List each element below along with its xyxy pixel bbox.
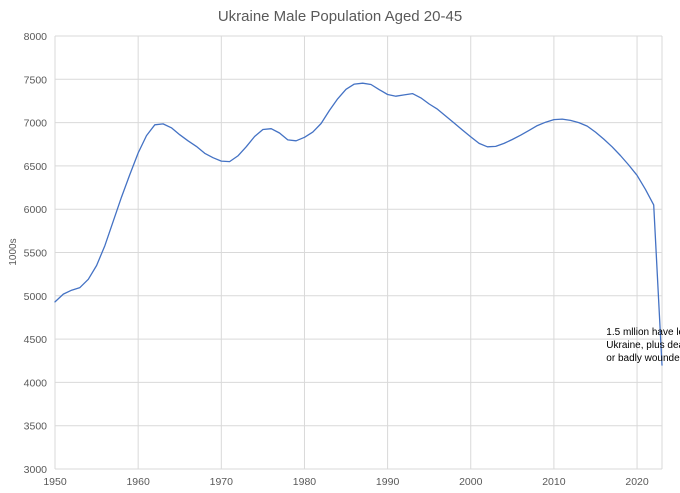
x-tick-label: 1980	[293, 476, 317, 488]
y-axis-title: 1000s	[8, 238, 19, 265]
x-tick-label: 2020	[625, 476, 649, 488]
annotation: 1.5 mllion have leftUkraine, plus deador…	[606, 327, 680, 364]
x-axis-tick-labels: 1950 1960 1970 1980 1990 2000 2010 2020	[43, 476, 649, 488]
x-tick-label: 1960	[126, 476, 150, 488]
x-tick-label: 1950	[43, 476, 67, 488]
x-tick-label: 2000	[459, 476, 483, 488]
y-tick-label: 5000	[24, 291, 48, 303]
x-tick-label: 1990	[376, 476, 400, 488]
annotations: 1.5 mllion have leftUkraine, plus deador…	[606, 327, 680, 364]
series-lines	[54, 82, 663, 366]
gridlines	[54, 35, 663, 470]
y-tick-label: 6500	[24, 161, 48, 173]
y-tick-label: 5500	[24, 248, 48, 260]
x-tick-label: 1970	[210, 476, 234, 488]
y-axis-tick-labels: 3000 3500 4000 4500 5000 5500 6000 6500 7000 7500…	[24, 31, 48, 476]
y-tick-label: 7500	[24, 74, 48, 86]
chart-title: Ukraine Male Population Aged 20-45	[218, 8, 462, 25]
y-tick-label: 3500	[24, 421, 48, 433]
y-tick-label: 3000	[24, 464, 48, 476]
y-tick-label: 8000	[24, 31, 48, 43]
y-tick-label: 6000	[24, 204, 48, 216]
y-tick-label: 7000	[24, 118, 48, 130]
x-tick-label: 2010	[542, 476, 566, 488]
series-line	[54, 82, 663, 366]
y-tick-label: 4500	[24, 334, 48, 346]
y-tick-label: 4000	[24, 377, 48, 389]
